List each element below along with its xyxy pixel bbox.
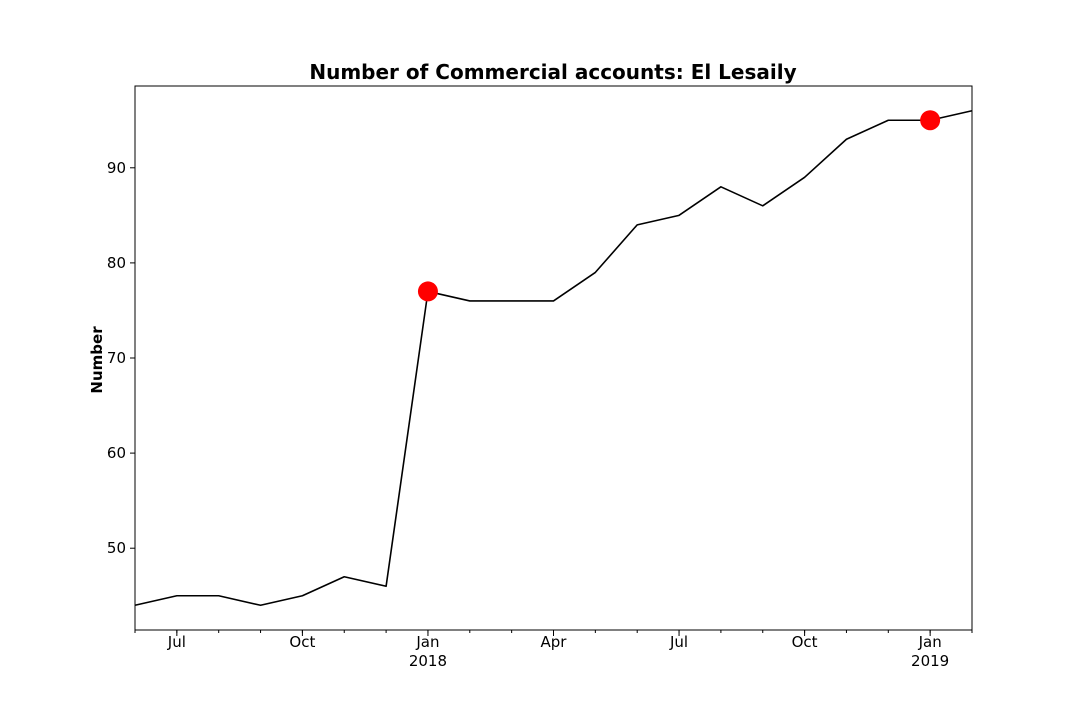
chart-title: Number of Commercial accounts: El Lesail… <box>309 60 796 84</box>
x-tick-label: Apr <box>541 633 568 651</box>
x-tick-label: Jan <box>415 633 439 651</box>
y-axis-label: Number <box>88 326 106 394</box>
y-tick-label: 70 <box>107 349 126 367</box>
highlight-point <box>920 110 941 131</box>
x-tick-label: Jul <box>167 633 186 651</box>
y-tick-label: 60 <box>107 444 126 462</box>
x-tick-label: Jan <box>918 633 942 651</box>
x-tick-year-label: 2018 <box>409 652 447 670</box>
x-tick-label: Oct <box>289 633 315 651</box>
series-layer <box>134 109 973 607</box>
plot-frame <box>134 85 973 631</box>
x-tick-year-label: 2019 <box>911 652 949 670</box>
highlight-point <box>417 281 438 302</box>
x-tick-label: Oct <box>792 633 818 651</box>
y-tick-label: 50 <box>107 539 126 557</box>
highlight-markers <box>417 110 941 302</box>
y-tick-label: 80 <box>107 254 126 272</box>
x-tick-label: Jul <box>669 633 688 651</box>
y-tick-label: 90 <box>107 159 126 177</box>
series-line <box>134 109 973 607</box>
